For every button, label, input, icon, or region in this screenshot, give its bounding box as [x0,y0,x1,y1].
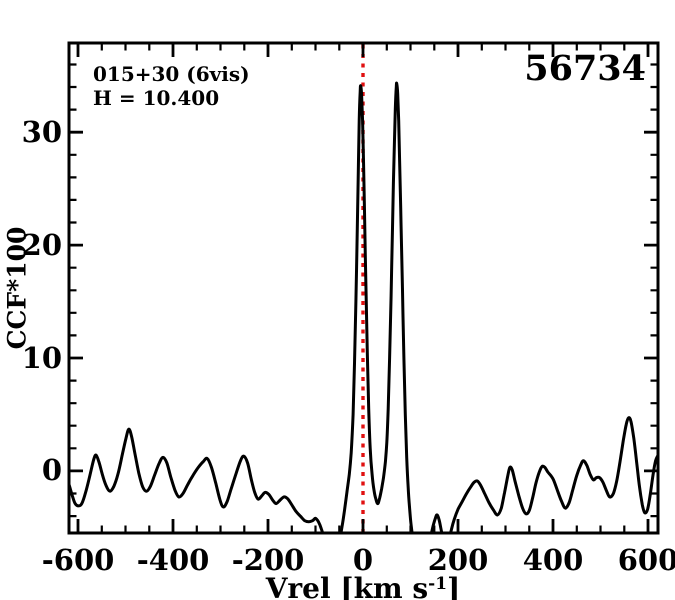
x-tick-label: -200 [231,543,305,577]
x-tick-label: 600 [617,543,675,577]
x-axis-title: Vrel [km s-1] [266,569,461,600]
x-axis-title-suffix: ] [447,572,461,600]
y-tick-label: 10 [21,340,62,375]
y-tick-label: 20 [21,227,62,262]
hmag-annotation: H = 10.400 [93,86,220,110]
x-tick-label: 400 [522,543,584,577]
mjd-annotation: 56734 [524,48,646,89]
major-ticks [69,43,658,533]
x-tick-label: -600 [41,543,115,577]
y-tick-label: 0 [41,453,62,488]
x-tick-label: -400 [136,543,210,577]
plot-frame [67,41,660,535]
ccf-curve [69,81,658,533]
x-axis-title-text: Vrel [km s [265,572,429,600]
x-axis-title-superscript: -1 [428,574,448,594]
x-tick-label: 200 [427,543,489,577]
field-annotation: 015+30 (6vis) [93,62,250,86]
x-tick-label: 0 [352,543,374,577]
y-tick-label: 30 [21,114,62,149]
